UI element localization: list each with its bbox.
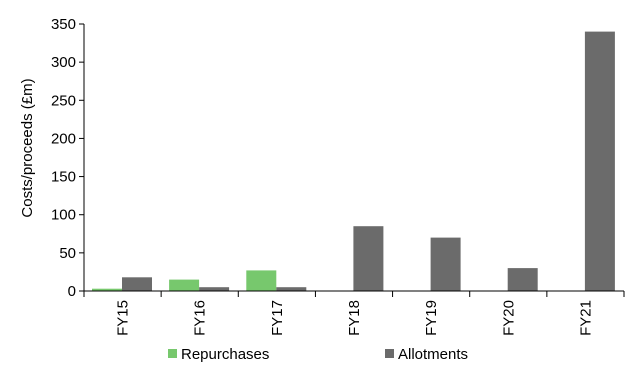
bar-allotments-fy21	[584, 31, 615, 291]
x-tick-label: FY19	[423, 300, 440, 336]
legend-label-allotments: Allotments	[398, 346, 468, 363]
x-tick-label: FY17	[269, 300, 286, 336]
y-tick-label: 250	[51, 92, 76, 109]
x-tick-label: FY21	[577, 300, 594, 336]
y-tick-label: 100	[51, 207, 76, 224]
y-axis-title: Costs/proceeds (£m)	[19, 78, 36, 217]
x-tick-label: FY15	[115, 300, 132, 336]
bar-allotments-fy16	[199, 287, 230, 291]
y-tick-label: 300	[51, 54, 76, 71]
plot-area: 0 50 100 150 200 250 300 350 FY15 FY16 FY17 FY18 FY1…	[51, 16, 625, 336]
y-tick-label: 200	[51, 130, 76, 147]
bar-allotments-fy20	[507, 268, 538, 291]
legend: Repurchases Allotments	[168, 346, 468, 363]
bar-allotments-fy18	[353, 226, 384, 291]
x-tick-label: FY16	[192, 300, 209, 336]
x-tick-label: FY20	[500, 300, 517, 336]
bar-repurchases-fy15	[92, 288, 122, 291]
y-tick-label: 0	[68, 283, 76, 300]
bar-allotments-fy19	[430, 237, 461, 291]
legend-swatch-repurchases	[168, 349, 177, 358]
x-tick-label: FY18	[346, 300, 363, 336]
bar-repurchases-fy16	[169, 279, 200, 291]
bar-repurchases-fy17	[246, 270, 277, 291]
legend-swatch-allotments	[385, 349, 394, 358]
bar-allotments-fy17	[276, 287, 307, 291]
bar-allotments-fy15	[122, 277, 152, 291]
y-tick-label: 50	[59, 245, 76, 262]
legend-label-repurchases: Repurchases	[181, 346, 269, 363]
y-tick-label: 150	[51, 169, 76, 186]
y-tick-label: 350	[51, 16, 76, 33]
